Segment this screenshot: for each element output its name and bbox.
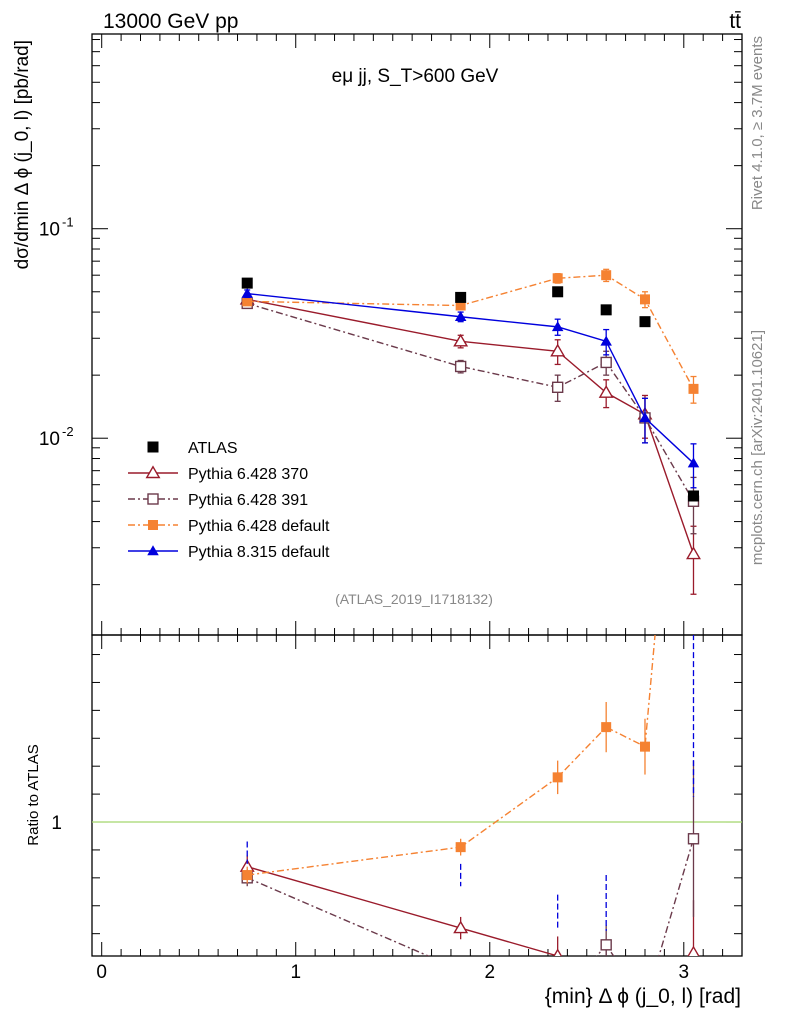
reference-point	[687, 490, 699, 502]
ratio-line	[247, 635, 656, 876]
ratio-point	[242, 870, 253, 881]
ratio-point	[453, 920, 469, 934]
reference-point	[552, 286, 564, 298]
legend: ATLAS Pythia 6.428 370 Pythia 6.428 391 Pyt…	[128, 440, 330, 561]
data-point	[455, 300, 466, 311]
legend-item: Pythia 8.315 default	[128, 544, 330, 561]
mcplots-label: mcplots.cern.ch [arXiv:2401.10621]	[749, 330, 766, 565]
legend-item-atlas: ATLAS	[147, 440, 238, 457]
data-point	[552, 273, 563, 284]
data-point	[551, 381, 564, 393]
data-point	[598, 385, 614, 398]
series-line	[247, 302, 695, 502]
ratio-point	[639, 741, 650, 752]
data-point	[550, 343, 566, 357]
main-layer	[239, 268, 701, 595]
ratio-point	[553, 948, 563, 956]
data-point	[453, 333, 469, 347]
y-axis-label: dσ/dmin Δ ϕ (j_0, l) [pb/rad]	[12, 40, 33, 269]
rivet-label: Rivet 4.1.0, ≥ 3.7M events	[749, 36, 766, 210]
data-point	[454, 310, 467, 321]
data-point	[551, 321, 564, 332]
data-point	[600, 335, 612, 346]
ratio-point	[687, 833, 700, 845]
ratio-point	[456, 965, 466, 975]
ratio-line	[246, 838, 695, 956]
ratio-line	[247, 866, 694, 956]
series-line	[247, 292, 694, 464]
x-tick-label: 1	[290, 962, 301, 983]
energy-label: 13000 GeV pp	[103, 10, 238, 33]
x-tick-label: 2	[484, 962, 495, 983]
ratio-point	[455, 842, 466, 853]
x-axis-label: {min} Δ ϕ (j_0, l) [rad]	[545, 985, 741, 1008]
series-line	[247, 274, 695, 390]
data-point	[601, 270, 612, 281]
legend-label: Pythia 6.428 391	[188, 492, 308, 509]
reference-point	[455, 291, 467, 303]
data-point	[241, 287, 253, 298]
legend-label: Pythia 8.315 default	[188, 544, 330, 561]
data-point	[686, 546, 701, 560]
series-1	[241, 297, 700, 535]
ratio-tick-label: 1	[51, 813, 62, 834]
legend-item: Pythia 6.428 370	[128, 465, 308, 483]
legend-label: Pythia 6.428 370	[188, 466, 308, 483]
legend-marker	[147, 441, 159, 453]
process-label: tt̄	[729, 10, 741, 33]
ratio-series-0	[239, 855, 700, 956]
legend-marker	[147, 545, 159, 556]
ratio-point	[688, 203, 698, 213]
legend-marker	[148, 520, 158, 530]
ratio-series-3	[246, 635, 695, 931]
x-tick-label: 3	[679, 962, 690, 983]
reference-point	[639, 316, 651, 328]
analysis-tag: (ATLAS_2019_I1718132)	[335, 591, 493, 607]
legend-label: ATLAS	[188, 440, 238, 457]
x-tick-label: 0	[96, 962, 107, 983]
legend-item: Pythia 6.428 default	[128, 518, 330, 535]
ratio-point	[552, 772, 563, 783]
y-tick-label: 10	[39, 429, 60, 450]
legend-item: Pythia 6.428 391	[128, 492, 308, 509]
legend-label: Pythia 6.428 default	[188, 518, 330, 535]
reference-series	[241, 277, 699, 502]
ratio-point	[600, 939, 612, 951]
axis-ticks: 0 1 2 310 -110 -21	[39, 34, 742, 983]
y-tick-exponent: -1	[62, 215, 74, 230]
y-tick-label: 10	[39, 220, 60, 241]
legend-marker	[147, 493, 159, 505]
data-point	[242, 296, 253, 307]
y-tick-exponent: -2	[62, 424, 74, 439]
ratio-series-2	[242, 203, 698, 884]
reference-point	[600, 304, 612, 316]
data-point	[688, 383, 699, 394]
data-point	[454, 360, 467, 373]
plot-title: eμ jj, S_T>600 GeV	[332, 66, 499, 87]
ratio-point	[687, 945, 700, 956]
reference-point	[241, 277, 253, 289]
ratio-layer	[92, 203, 742, 975]
data-point	[639, 412, 651, 423]
data-point	[639, 294, 650, 305]
series-3	[241, 287, 700, 489]
data-point	[687, 457, 700, 468]
data-point	[600, 356, 612, 369]
legend-marker	[145, 465, 161, 479]
series-line	[247, 298, 695, 555]
ratio-point	[601, 722, 612, 733]
series-2	[242, 268, 699, 404]
ratio-axis-label: Ratio to ATLAS	[25, 744, 42, 845]
ratio-panel-frame	[91, 634, 743, 957]
